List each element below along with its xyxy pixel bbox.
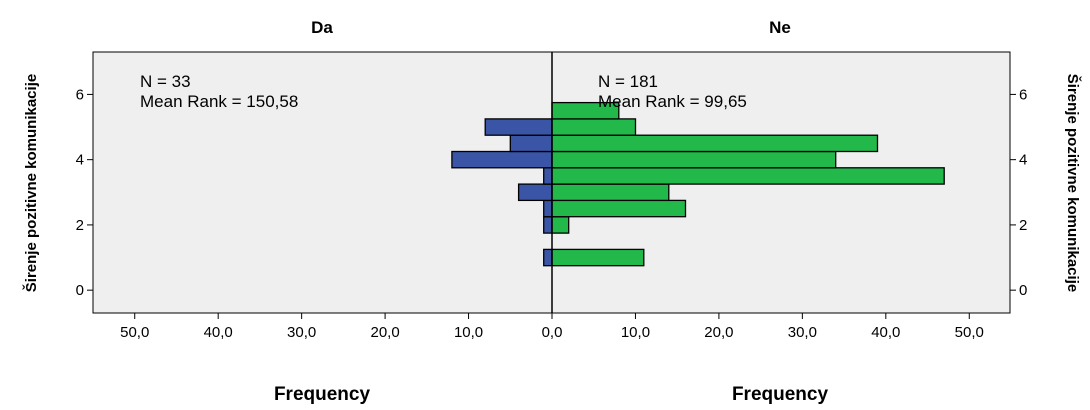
left-bar <box>543 167 553 185</box>
right-x-axis-label: Frequency <box>732 384 829 405</box>
x-tick-label: 20,0 <box>370 324 399 341</box>
right-n-annotation: N = 181 <box>598 72 658 91</box>
left-bar <box>543 216 553 234</box>
left-x-axis-label: Frequency <box>274 384 371 405</box>
right-bar <box>551 183 670 202</box>
x-tick-label: 40,0 <box>204 324 233 341</box>
left-y-tick-label: 6 <box>76 86 84 103</box>
left-bar <box>517 183 553 202</box>
x-tick-label: 10,0 <box>454 324 483 341</box>
right-bar <box>551 167 945 185</box>
left-bars <box>451 118 553 267</box>
left-y-axis-label: Širenje pozitivne komunikacije <box>22 74 40 292</box>
left-n-annotation: N = 33 <box>140 72 191 91</box>
right-y-tick-label: 4 <box>1019 152 1027 169</box>
left-panel-title: Da <box>311 18 333 37</box>
right-y-axis: 0 2 4 6 <box>1010 86 1027 299</box>
right-y-tick-label: 2 <box>1019 217 1027 234</box>
left-bar <box>509 134 553 153</box>
right-y-axis-label: Širenje pozitivne komunikacije <box>1064 74 1082 292</box>
right-bar <box>551 150 837 169</box>
x-tick-label: 50,0 <box>955 324 984 341</box>
x-tick-label: 10,0 <box>621 324 650 341</box>
left-mean-rank-annotation: Mean Rank = 150,58 <box>140 92 298 111</box>
right-bar <box>551 199 687 218</box>
right-bar <box>551 216 570 234</box>
x-tick-label: 40,0 <box>871 324 900 341</box>
right-mean-rank-annotation: Mean Rank = 99,65 <box>598 92 747 111</box>
left-y-tick-label: 4 <box>76 152 84 169</box>
x-axis: 50,0 40,0 30,0 20,0 10,0 0,0 10,0 20,0 30,0 40,0 5… <box>120 313 984 341</box>
x-tick-label: 20,0 <box>704 324 733 341</box>
left-bar <box>543 248 553 267</box>
right-bar <box>551 118 637 136</box>
x-tick-label: 50,0 <box>120 324 149 341</box>
left-y-tick-label: 2 <box>76 217 84 234</box>
left-y-axis: 0 2 4 6 <box>76 86 93 299</box>
right-bar <box>551 248 645 267</box>
right-y-tick-label: 0 <box>1019 282 1027 299</box>
right-y-tick-label: 6 <box>1019 86 1027 103</box>
left-bar <box>484 118 553 136</box>
left-bar <box>543 199 553 218</box>
right-bar <box>551 134 879 153</box>
x-tick-label: 0,0 <box>542 324 563 341</box>
left-bar <box>451 150 553 169</box>
x-tick-label: 30,0 <box>788 324 817 341</box>
x-tick-label: 30,0 <box>287 324 316 341</box>
right-panel-title: Ne <box>769 18 791 37</box>
right-bars <box>551 101 945 267</box>
left-y-tick-label: 0 <box>76 282 84 299</box>
